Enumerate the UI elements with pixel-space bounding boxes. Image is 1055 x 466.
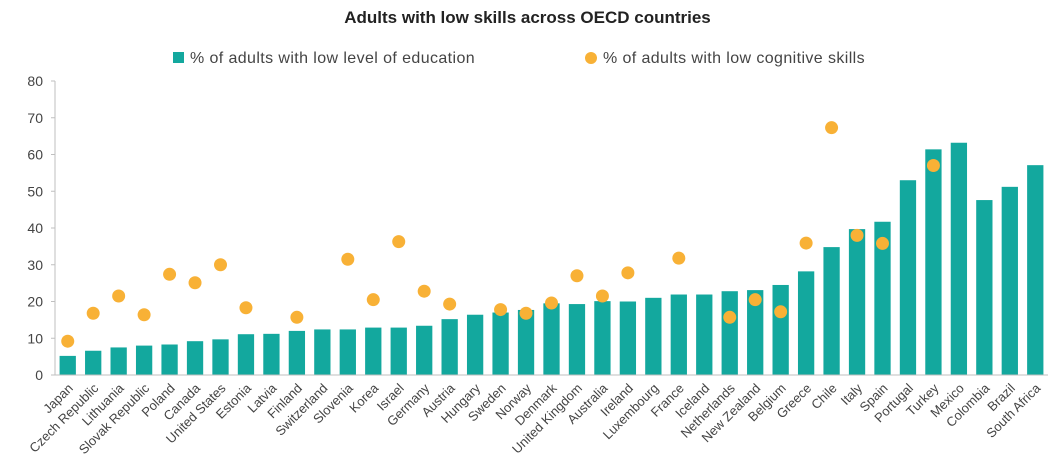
bar	[85, 350, 102, 375]
bar	[823, 247, 840, 375]
dot	[443, 297, 457, 311]
legend-swatch-education	[173, 52, 184, 63]
bar	[747, 290, 764, 375]
dot	[417, 284, 431, 298]
bar	[339, 329, 356, 375]
bar	[543, 303, 560, 375]
bar	[212, 339, 229, 375]
dot	[86, 306, 100, 320]
bar	[263, 333, 280, 375]
bar	[645, 297, 662, 375]
bar	[237, 334, 255, 375]
bar	[976, 200, 993, 375]
dot	[850, 228, 864, 242]
bar	[161, 344, 178, 375]
bar	[517, 309, 535, 375]
dot	[61, 334, 75, 348]
bar	[899, 180, 917, 375]
dot	[621, 266, 635, 280]
bar	[1001, 186, 1018, 375]
dot	[774, 305, 788, 319]
dot	[214, 258, 227, 272]
dot	[112, 289, 126, 303]
dot	[799, 236, 813, 250]
bar	[568, 304, 586, 375]
bar	[848, 229, 866, 375]
bar	[110, 347, 127, 375]
legend-label-education: % of adults with low level of education	[190, 50, 476, 67]
y-tick-label: 60	[27, 147, 43, 163]
dot	[290, 310, 304, 324]
bar	[721, 291, 738, 375]
dot	[723, 310, 737, 324]
bar	[441, 319, 458, 375]
dot	[595, 289, 609, 303]
y-tick-label: 0	[35, 367, 43, 383]
y-tick-label: 70	[27, 110, 43, 126]
bar	[594, 301, 611, 375]
dot	[748, 293, 762, 307]
legend-item-cognitive: % of adults with low cognitive skills	[585, 50, 865, 68]
dot	[570, 269, 584, 283]
bar	[314, 329, 331, 375]
chart-title: Adults with low skills across OECD count…	[344, 8, 711, 27]
dot	[519, 306, 533, 320]
legend-label-cognitive: % of adults with low cognitive skills	[603, 50, 866, 67]
dot	[876, 236, 889, 250]
bar	[772, 284, 789, 375]
y-tick-label: 30	[27, 257, 43, 273]
legend: % of adults with low level of education …	[0, 50, 1055, 72]
dot	[366, 293, 380, 307]
bar	[466, 314, 484, 375]
bar	[874, 221, 891, 375]
dot	[239, 301, 253, 315]
dot	[163, 267, 177, 281]
dot	[392, 235, 406, 249]
x-tick-label: Korea	[346, 380, 382, 416]
legend-swatch-cognitive	[585, 52, 597, 64]
dot	[188, 276, 202, 290]
bar	[797, 271, 815, 375]
bar	[492, 312, 509, 375]
y-tick-label: 50	[27, 183, 43, 199]
dot	[672, 251, 686, 265]
y-tick-label: 40	[27, 220, 43, 236]
dot	[137, 308, 151, 322]
legend-item-education: % of adults with low level of education	[173, 50, 475, 68]
y-tick-label: 10	[27, 330, 43, 346]
dot	[545, 296, 558, 310]
dot	[926, 159, 940, 173]
bar	[1027, 165, 1044, 375]
bar	[59, 355, 76, 375]
dot	[825, 121, 839, 135]
bar	[619, 301, 637, 375]
y-tick-label: 20	[27, 294, 43, 310]
bar	[925, 149, 942, 375]
bar	[186, 341, 204, 375]
x-tick-label: Chile	[808, 381, 840, 413]
dot	[341, 252, 355, 266]
bar	[416, 325, 433, 375]
bar	[288, 330, 306, 375]
bar	[696, 294, 713, 375]
bar	[135, 345, 153, 375]
bar	[365, 327, 382, 375]
y-tick-label: 80	[27, 73, 43, 89]
bar	[390, 327, 407, 375]
dot	[494, 303, 508, 317]
bar	[950, 142, 968, 375]
bar	[670, 294, 687, 375]
